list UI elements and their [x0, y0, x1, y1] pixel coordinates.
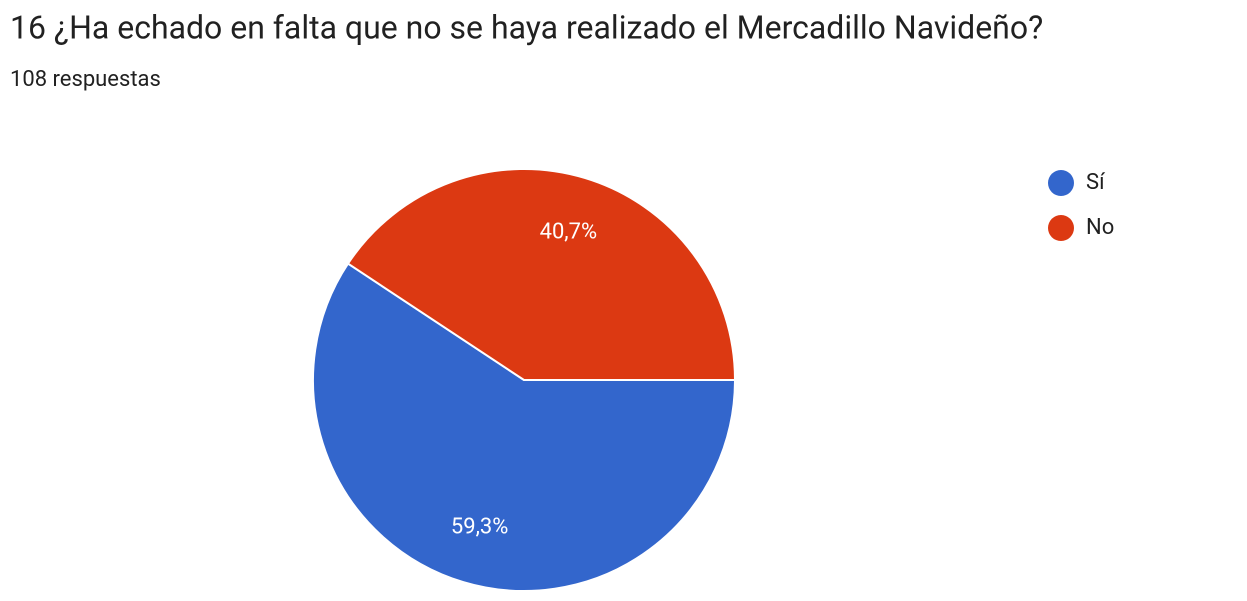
- pie-slice: [346, 168, 737, 381]
- chart-subtitle: 108 respuestas: [10, 67, 161, 92]
- chart-title: 16 ¿Ha echado en falta que no se haya re…: [10, 8, 1043, 46]
- legend-label: Sí: [1086, 170, 1106, 195]
- pie-slice: [312, 262, 737, 592]
- slice-label: 59,3%: [451, 514, 509, 539]
- legend-label: No: [1086, 215, 1114, 240]
- legend-swatch: [1048, 170, 1074, 196]
- slice-label: 40,7%: [540, 219, 598, 244]
- legend-swatch: [1048, 215, 1074, 241]
